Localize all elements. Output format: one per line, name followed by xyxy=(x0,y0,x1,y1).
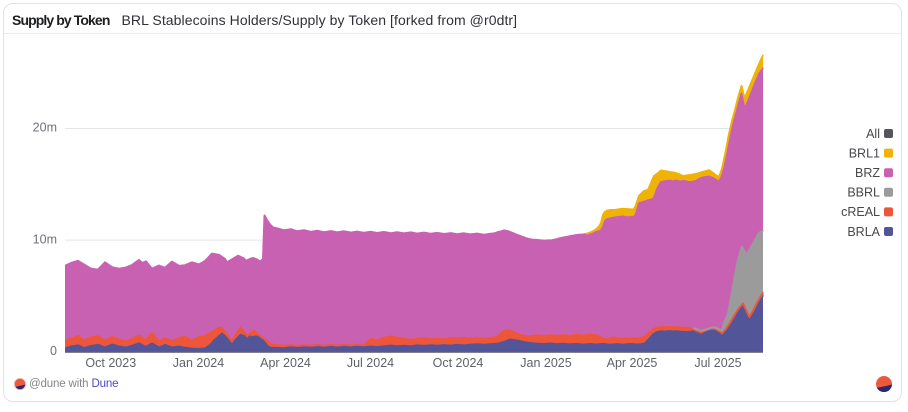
svg-text:cREAL: cREAL xyxy=(841,205,880,219)
svg-text:Jul 2024: Jul 2024 xyxy=(347,356,394,370)
svg-text:BRZ: BRZ xyxy=(855,166,880,180)
svg-text:Oct 2023: Oct 2023 xyxy=(85,356,136,370)
svg-text:Jan 2025: Jan 2025 xyxy=(520,356,571,370)
svg-text:Oct 2024: Oct 2024 xyxy=(433,356,484,370)
svg-text:BRL1: BRL1 xyxy=(849,146,880,160)
svg-text:Apr 2024: Apr 2024 xyxy=(260,356,311,370)
svg-text:Apr 2025: Apr 2025 xyxy=(607,356,658,370)
svg-text:All: All xyxy=(866,127,880,141)
svg-text:BBRL: BBRL xyxy=(847,186,880,200)
svg-text:0: 0 xyxy=(50,344,57,358)
svg-text:Jul 2025: Jul 2025 xyxy=(694,356,741,370)
svg-text:20m: 20m xyxy=(33,121,57,135)
svg-text:Jan 2024: Jan 2024 xyxy=(173,356,224,370)
svg-text:BRLA: BRLA xyxy=(847,225,880,239)
svg-text:10m: 10m xyxy=(33,232,57,246)
